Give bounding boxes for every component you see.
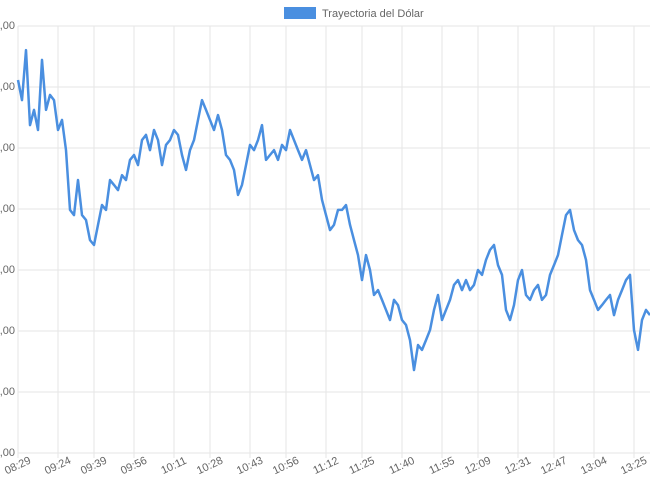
y-tick-label: 6,00: [0, 386, 15, 398]
x-tick-label: 11:12: [311, 455, 340, 477]
x-tick-label: 11:55: [427, 455, 456, 477]
x-tick-label: 10:11: [159, 455, 188, 477]
x-tick-label: 09:39: [79, 455, 109, 478]
x-tick-label: 11:25: [347, 455, 376, 477]
x-tick-label: 11:40: [387, 455, 416, 477]
x-tick-label: 13:25: [619, 455, 649, 478]
x-tick-label: 09:56: [119, 455, 149, 478]
x-tick-label: 10:28: [195, 455, 225, 478]
x-tick-label: 10:43: [235, 455, 265, 478]
x-tick-label: 13:04: [579, 455, 609, 478]
x-tick-label: 10:56: [271, 455, 301, 478]
y-tick-label: 4,00: [0, 447, 15, 459]
y-tick-label: 14,00: [0, 142, 15, 154]
y-tick-label: 8,00: [0, 325, 15, 337]
legend-swatch: [284, 7, 316, 19]
data-line: [16, 48, 650, 372]
x-tick-label: 09:24: [43, 455, 73, 478]
y-tick-label: 12,00: [0, 203, 15, 215]
x-tick-label: 12:09: [463, 455, 493, 478]
legend-label: Trayectoria del Dólar: [322, 8, 424, 20]
x-tick-label: 12:47: [539, 455, 569, 478]
y-tick-label: 10,00: [0, 264, 15, 276]
x-tick-label: 12:31: [503, 455, 533, 478]
y-tick-label: 18,00: [0, 20, 15, 32]
legend-item: Trayectoria del Dólar: [284, 7, 424, 20]
y-tick-label: 16,00: [0, 81, 15, 93]
